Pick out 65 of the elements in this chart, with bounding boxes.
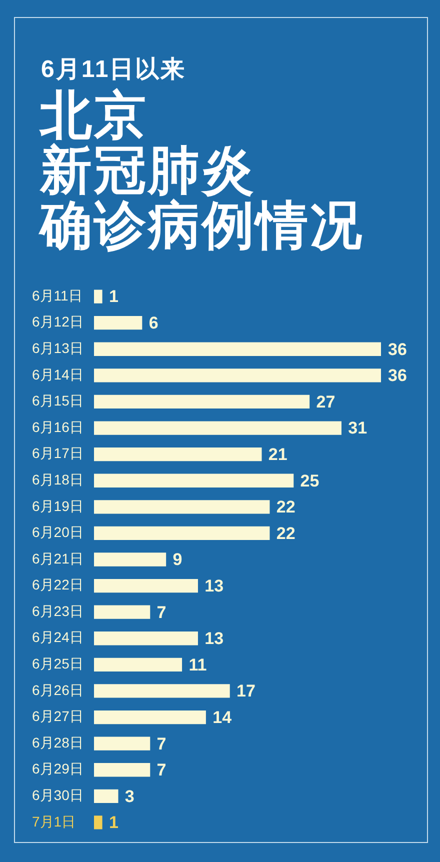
bar [94,316,142,330]
data-label: 14 [212,708,232,727]
bar [94,658,182,672]
y-tick-label: 6月28日 [32,734,84,750]
y-tick-label: 6月24日 [32,629,84,646]
data-label: 3 [124,786,134,806]
y-tick-label: 6月13日 [32,340,84,356]
y-tick-label: 6月16日 [32,418,84,435]
data-label: 36 [388,340,407,359]
y-tick-label: 6月22日 [32,576,84,593]
bar [94,578,198,593]
y-tick-label: 6月27日 [32,708,84,724]
data-label: 27 [316,392,336,412]
chart-title: 北京新冠肺炎确诊病例情况 [40,87,364,255]
bar [94,368,381,382]
data-label: 1 [108,813,118,832]
data-label: 31 [348,418,368,438]
y-tick-label: 6月18日 [32,471,84,488]
chart-subtitle: 6月11日以来 [41,56,186,83]
bar [94,816,102,830]
data-label: 13 [204,576,224,596]
y-tick-label: 6月30日 [32,787,84,804]
bar [94,474,294,488]
data-label: 11 [188,655,207,674]
bar [94,632,198,646]
y-tick-label: 6月14日 [32,366,84,382]
y-tick-label: 6月15日 [32,392,84,409]
y-tick-label: 6月26日 [32,682,84,698]
data-label: 9 [172,550,182,570]
bar [94,710,206,724]
data-label: 1 [108,287,118,306]
y-tick-label: 6月29日 [32,760,84,777]
data-label: 22 [276,524,296,543]
bar [94,500,270,514]
y-tick-label: 6月12日 [32,314,84,330]
y-tick-label: 6月21日 [32,550,84,566]
y-tick-label: 6月20日 [32,524,84,540]
data-label: 36 [388,366,407,386]
data-label: 13 [204,629,224,648]
bar [94,736,150,750]
data-label: 22 [276,498,296,517]
data-label: 6 [148,314,158,333]
bar [94,394,310,409]
bar [94,526,270,540]
bar [94,290,102,304]
bar [94,421,342,435]
y-tick-label: 7月1日 [32,813,76,830]
y-tick-label: 6月11日 [32,287,82,304]
bar [94,763,150,777]
y-tick-label: 6月17日 [32,445,84,462]
bar [94,605,150,619]
data-label: 17 [236,682,256,701]
data-label: 21 [268,445,288,464]
data-label: 7 [156,734,166,754]
y-tick-label: 6月19日 [32,498,84,514]
y-tick-label: 6月25日 [32,656,84,672]
data-label: 7 [156,602,166,622]
bar [94,789,118,803]
bar [94,552,166,566]
data-label: 7 [156,760,166,780]
bar [94,342,381,356]
bar [94,447,262,462]
data-label: 25 [300,471,320,490]
y-tick-label: 6月23日 [32,602,84,619]
bar [94,684,230,698]
